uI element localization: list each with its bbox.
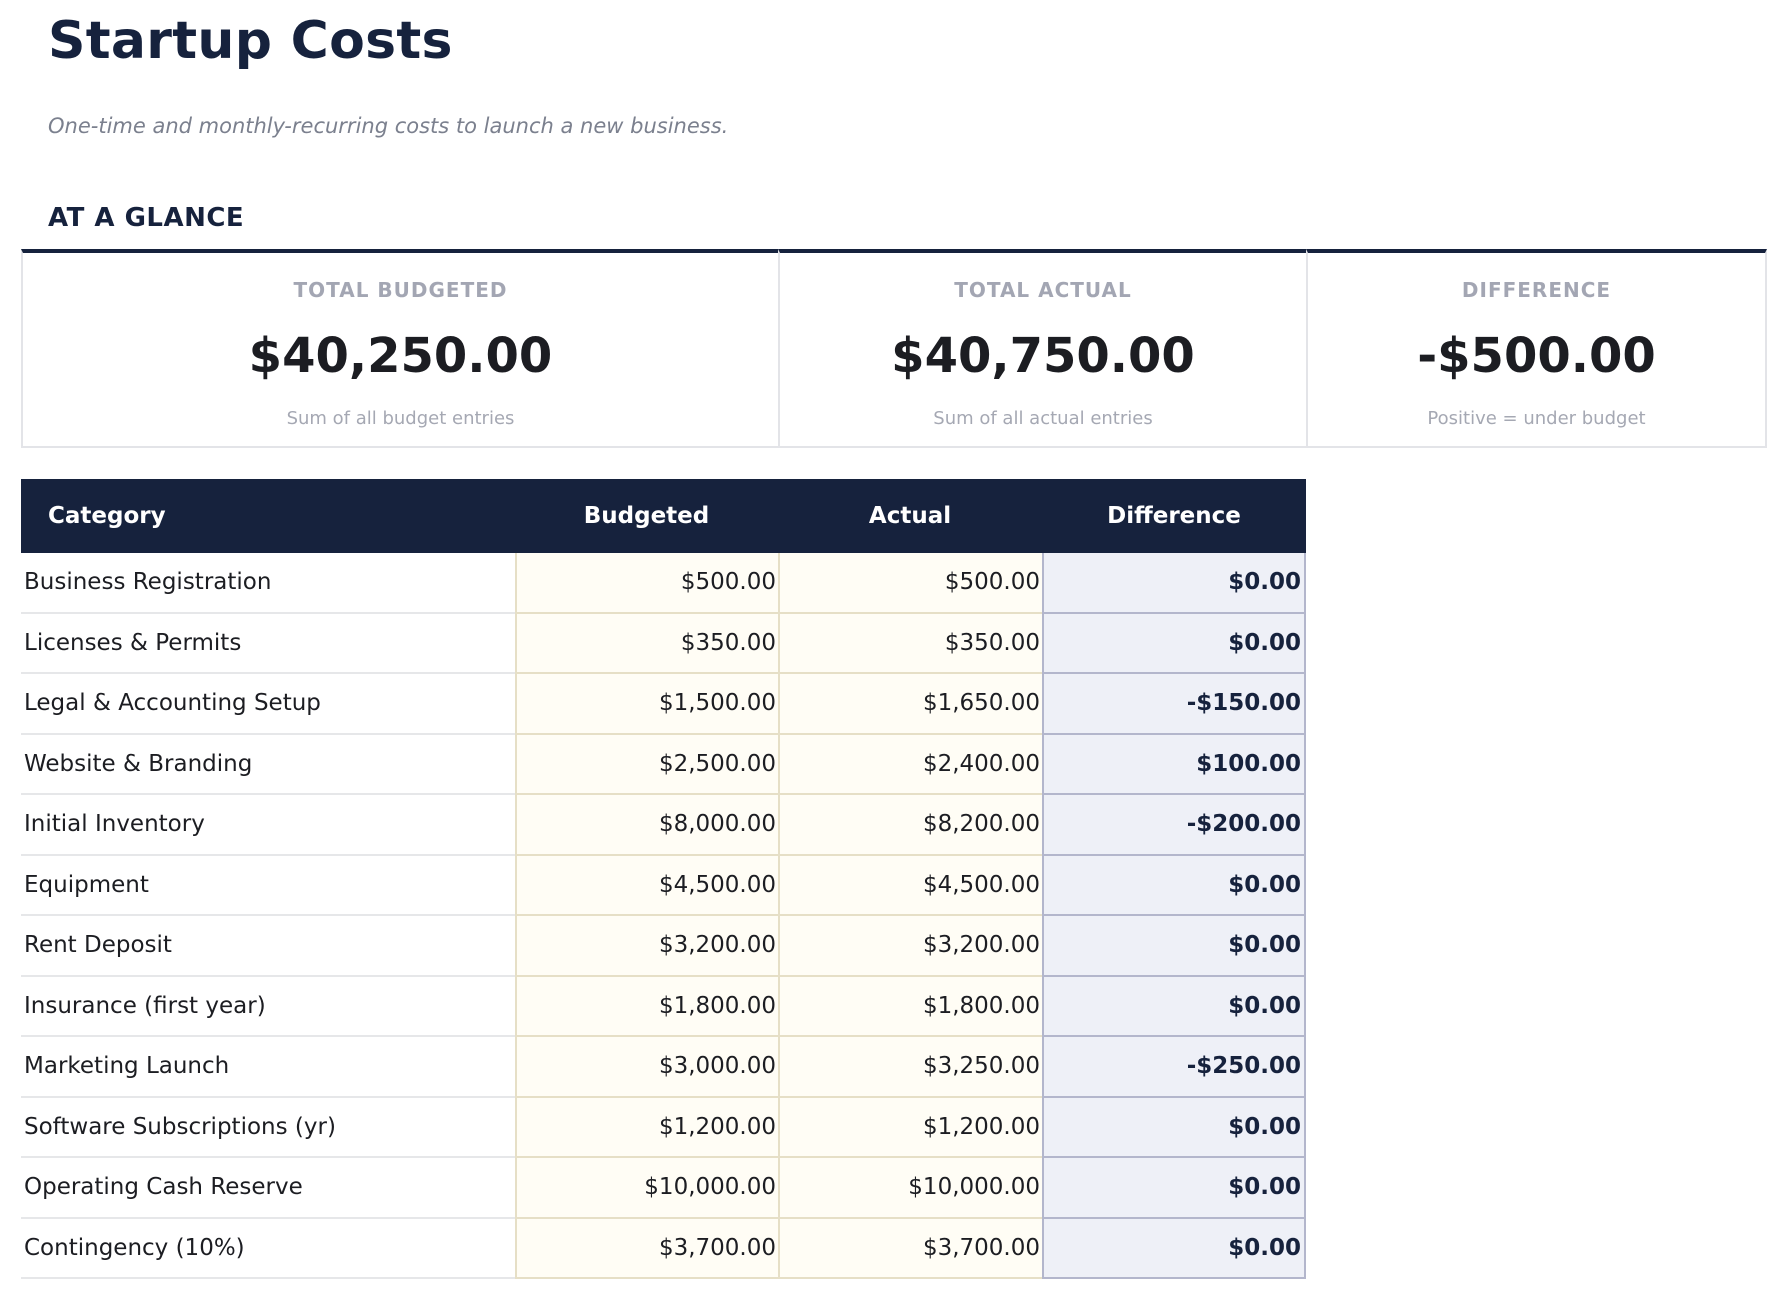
budgeted-cell[interactable]: $1,800.00 <box>515 976 778 1037</box>
budgeted-cell[interactable]: $1,500.00 <box>515 674 778 735</box>
column-header-category: Category <box>48 503 166 529</box>
budgeted-cell[interactable]: $500.00 <box>515 553 778 614</box>
difference-cell: $0.00 <box>1042 916 1306 977</box>
page-subtitle: One-time and monthly-recurring costs to … <box>48 114 729 138</box>
actual-cell[interactable]: $350.00 <box>778 613 1042 674</box>
category-cell: Operating Cash Reserve <box>21 1158 515 1219</box>
budgeted-cell[interactable]: $350.00 <box>515 613 778 674</box>
table-row: Marketing Launch $3,000.00 $3,250.00 -$2… <box>21 1037 1306 1098</box>
category-cell: Business Registration <box>21 553 515 614</box>
costs-table: Category Budgeted Actual Difference Busi… <box>21 479 1306 1279</box>
category-cell: Legal & Accounting Setup <box>21 674 515 735</box>
page-title: Startup Costs <box>48 11 453 71</box>
difference-cell: $0.00 <box>1042 976 1306 1037</box>
category-cell: Software Subscriptions (yr) <box>21 1098 515 1158</box>
column-header-actual: Actual <box>868 503 952 529</box>
difference-cell: $0.00 <box>1042 553 1306 614</box>
difference-value: -$500.00 <box>1417 328 1656 384</box>
budgeted-cell[interactable]: $3,000.00 <box>515 1037 778 1098</box>
table-header: Category Budgeted Actual Difference <box>21 479 1306 553</box>
category-cell: Marketing Launch <box>21 1037 515 1098</box>
table-row: Rent Deposit $3,200.00 $3,200.00 $0.00 <box>21 916 1306 977</box>
actual-cell[interactable]: $1,650.00 <box>778 674 1042 735</box>
actual-cell[interactable]: $3,700.00 <box>778 1218 1042 1279</box>
table-row: Website & Branding $2,500.00 $2,400.00 $… <box>21 734 1306 795</box>
difference-cell: $100.00 <box>1042 734 1306 795</box>
card-label: TOTAL ACTUAL <box>954 278 1132 302</box>
difference-cell: $0.00 <box>1042 1158 1306 1219</box>
card-note: Sum of all actual entries <box>933 408 1153 429</box>
budgeted-cell[interactable]: $8,000.00 <box>515 795 778 856</box>
card-note: Positive = under budget <box>1427 408 1646 429</box>
card-label: DIFFERENCE <box>1461 278 1612 302</box>
table-row: Legal & Accounting Setup $1,500.00 $1,65… <box>21 674 1306 735</box>
difference-cell: -$200.00 <box>1042 795 1306 856</box>
table-row: Contingency (10%) $3,700.00 $3,700.00 $0… <box>21 1218 1306 1279</box>
actual-cell[interactable]: $500.00 <box>778 553 1042 614</box>
total-actual-value: $40,750.00 <box>891 328 1195 384</box>
actual-cell[interactable]: $2,400.00 <box>778 734 1042 795</box>
card-note: Sum of all budget entries <box>286 408 515 429</box>
budgeted-cell[interactable]: $3,700.00 <box>515 1218 778 1279</box>
table-row: Software Subscriptions (yr) $1,200.00 $1… <box>21 1097 1306 1158</box>
category-cell: Contingency (10%) <box>21 1219 515 1279</box>
difference-cell: $0.00 <box>1042 1218 1306 1279</box>
table-row: Operating Cash Reserve $10,000.00 $10,00… <box>21 1158 1306 1219</box>
actual-cell[interactable]: $1,200.00 <box>778 1097 1042 1158</box>
column-header-difference: Difference <box>1107 503 1241 529</box>
column-header-budgeted: Budgeted <box>583 503 710 529</box>
category-cell: Insurance (first year) <box>21 977 515 1037</box>
actual-cell[interactable]: $4,500.00 <box>778 855 1042 916</box>
table-row: Initial Inventory $8,000.00 $8,200.00 -$… <box>21 795 1306 856</box>
budgeted-cell[interactable]: $3,200.00 <box>515 916 778 977</box>
actual-cell[interactable]: $10,000.00 <box>778 1158 1042 1219</box>
category-cell: Licenses & Permits <box>21 614 515 674</box>
category-cell: Website & Branding <box>21 735 515 795</box>
actual-cell[interactable]: $1,800.00 <box>778 976 1042 1037</box>
card-label: TOTAL BUDGETED <box>293 278 508 302</box>
table-row: Licenses & Permits $350.00 $350.00 $0.00 <box>21 613 1306 674</box>
total-budgeted-card: TOTAL BUDGETED $40,250.00 Sum of all bud… <box>21 249 778 448</box>
table-row: Business Registration $500.00 $500.00 $0… <box>21 553 1306 614</box>
difference-card: DIFFERENCE -$500.00 Positive = under bud… <box>1306 249 1767 448</box>
summary-cards: TOTAL BUDGETED $40,250.00 Sum of all bud… <box>21 249 1767 448</box>
actual-cell[interactable]: $3,250.00 <box>778 1037 1042 1098</box>
difference-cell: -$250.00 <box>1042 1037 1306 1098</box>
category-cell: Rent Deposit <box>21 916 515 977</box>
at-a-glance-heading: AT A GLANCE <box>48 203 245 233</box>
category-cell: Equipment <box>21 856 515 916</box>
budgeted-cell[interactable]: $2,500.00 <box>515 734 778 795</box>
table-row: Insurance (first year) $1,800.00 $1,800.… <box>21 976 1306 1037</box>
difference-cell: $0.00 <box>1042 855 1306 916</box>
difference-cell: $0.00 <box>1042 613 1306 674</box>
budgeted-cell[interactable]: $4,500.00 <box>515 855 778 916</box>
difference-cell: -$150.00 <box>1042 674 1306 735</box>
category-cell: Initial Inventory <box>21 795 515 856</box>
actual-cell[interactable]: $8,200.00 <box>778 795 1042 856</box>
total-actual-card: TOTAL ACTUAL $40,750.00 Sum of all actua… <box>778 249 1306 448</box>
total-budgeted-value: $40,250.00 <box>248 328 553 384</box>
budgeted-cell[interactable]: $10,000.00 <box>515 1158 778 1219</box>
table-row: Equipment $4,500.00 $4,500.00 $0.00 <box>21 855 1306 916</box>
budgeted-cell[interactable]: $1,200.00 <box>515 1097 778 1158</box>
actual-cell[interactable]: $3,200.00 <box>778 916 1042 977</box>
difference-cell: $0.00 <box>1042 1097 1306 1158</box>
